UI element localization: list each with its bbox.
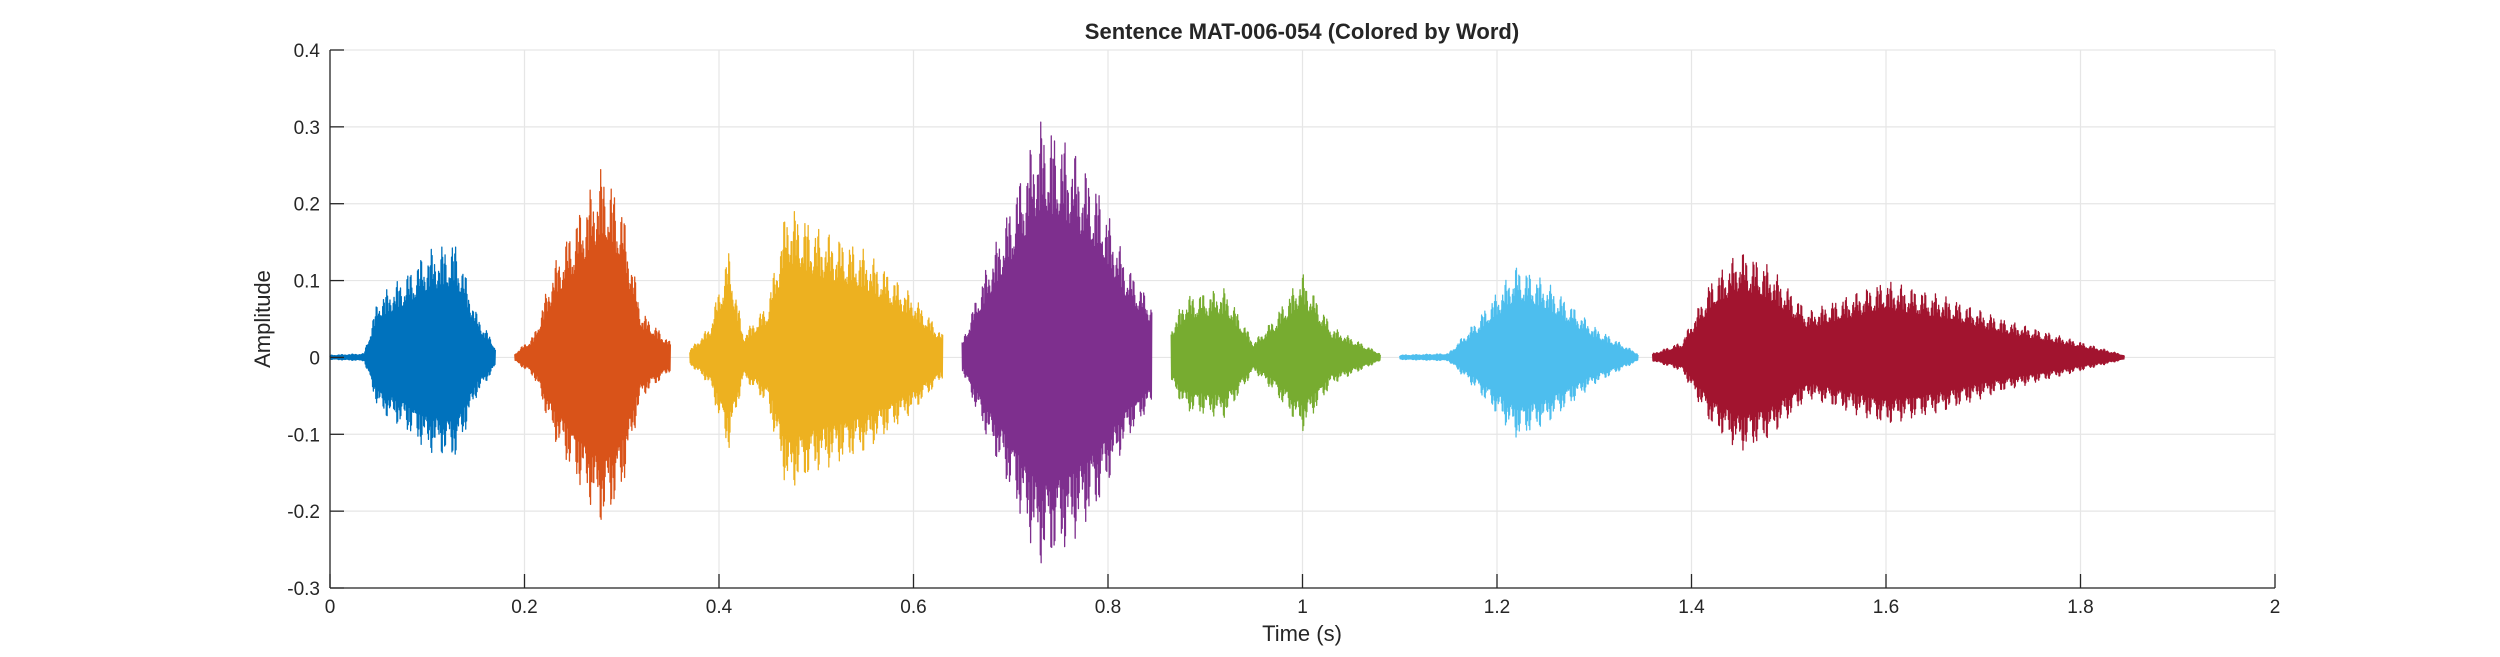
y-tick-label: 0.4: [294, 41, 321, 62]
y-tick-label: 0.1: [294, 272, 320, 293]
x-tick-label: 0.2: [511, 597, 537, 618]
x-tick-label: 0.6: [900, 597, 926, 618]
waveform-segment-5: [1170, 274, 1381, 432]
waveform-segment-4: [961, 121, 1153, 564]
x-tick-label: 0.4: [706, 597, 733, 618]
waveform-segment-7: [1651, 254, 2125, 451]
x-tick-label: 0.8: [1095, 597, 1121, 618]
waveform-segment-6: [1399, 267, 1639, 438]
waveform-segment-2: [514, 168, 672, 520]
y-tick-label: -0.1: [287, 425, 320, 446]
y-axis-label: Amplitude: [250, 270, 275, 368]
waveform-segment-3: [689, 211, 944, 486]
chart-title: Sentence MAT-006-054 (Colored by Word): [1085, 19, 1519, 44]
x-tick-label: 1.2: [1484, 597, 1510, 618]
x-tick-label: 1.6: [1873, 597, 1899, 618]
x-axis-label: Time (s): [1262, 621, 1342, 646]
y-tick-label: -0.3: [287, 579, 320, 600]
waveform-segment-1: [329, 246, 496, 455]
tick-labels: 0 0.2 0.4 0.6 0.8 1 1.2 1.4 1.6 1.8 2 -0.3 -0.2 -0.1 0…: [287, 41, 2280, 618]
x-tick-label: 1: [1297, 597, 1308, 618]
axes: [329, 49, 2276, 589]
x-tick-label: 2: [2270, 597, 2281, 618]
y-tick-label: -0.2: [287, 502, 320, 523]
y-tick-label: 0: [309, 348, 320, 369]
y-tick-label: 0.2: [294, 195, 320, 216]
x-tick-label: 1.8: [2067, 597, 2093, 618]
waveform-series: [329, 121, 2125, 564]
y-tick-label: 0.3: [294, 118, 320, 139]
x-tick-label: 0: [325, 597, 336, 618]
x-tick-label: 1.4: [1678, 597, 1705, 618]
